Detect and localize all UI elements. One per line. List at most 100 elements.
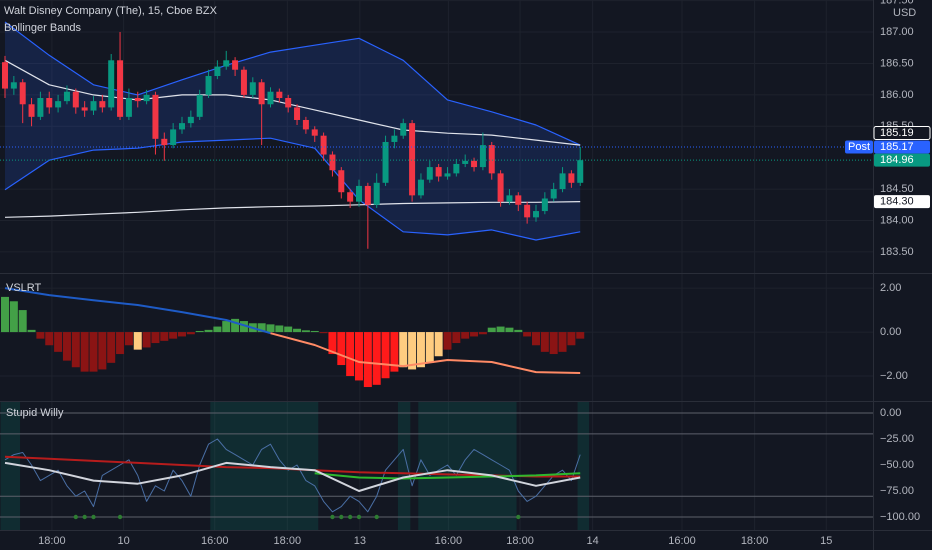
candle-body [19,82,26,105]
signal-zone [577,402,590,530]
indicator-line [314,472,581,480]
histogram-bar [133,332,142,350]
price-label-box [873,125,931,140]
histogram-bar [354,332,363,381]
histogram-bar [222,321,231,333]
histogram-bar [576,332,585,339]
indicator-line [270,332,581,374]
candle-body [205,76,212,95]
indicator-line [4,59,581,146]
signal-dot [374,514,379,520]
histogram-bar [301,330,310,333]
histogram-bar [558,332,567,352]
candle-body [81,107,88,111]
candle-body [524,204,531,218]
y-tick-label: −2.00 [880,370,908,382]
indicator-line [4,287,271,335]
candle-body [568,173,575,183]
histogram-bar [89,332,98,372]
candle-body [170,129,177,146]
candle-body [391,135,398,142]
x-tick-label: 18:00 [506,535,534,547]
candle-body [338,170,345,193]
candle-body [541,198,548,212]
histogram-bar [169,332,178,339]
histogram-bar [80,332,89,372]
price-label: 185.17 [880,141,914,153]
y-tick-label: −100.00 [880,511,920,523]
histogram-bar [18,310,27,333]
indicator-line [4,201,581,218]
histogram-bar [319,332,328,334]
plot-layer [0,0,873,530]
candle-body [311,129,318,136]
histogram-bar [381,332,390,379]
candle-body [532,211,539,218]
price-label-box [874,140,930,154]
candle-body [117,60,124,117]
signal-zone [418,402,517,530]
histogram-bar [408,332,417,370]
price-tag-box [845,140,873,154]
signal-zone [0,402,21,530]
histogram-bar [195,330,204,333]
signal-dot [73,514,78,520]
histogram-bar [310,330,319,333]
y-tick-label: 186.50 [880,57,914,69]
x-tick-label: 18:00 [38,535,66,547]
histogram-bar [567,332,576,346]
y-tick-label: 0.00 [880,407,901,419]
price-label: 185.19 [880,127,914,139]
histogram-bar [399,332,408,368]
indicator-line [4,21,581,146]
candle-body [187,116,194,124]
indicator-name: Bollinger Bands [4,22,82,34]
signal-dot [330,514,335,520]
candle-body [214,66,221,77]
candle-body [2,62,9,89]
x-tick-label: 13 [354,535,366,547]
candle-body [409,123,416,196]
candle-body [10,82,17,89]
candle-body [276,91,283,98]
price-label-box [874,195,930,209]
x-tick-label: 16:00 [201,535,229,547]
histogram-bar [204,329,213,333]
histogram-bar [461,332,470,339]
histogram-bar [549,332,558,355]
candle-body [134,97,141,102]
x-tick-label: 10 [117,535,129,547]
price-label: 184.96 [880,154,914,166]
histogram-bar [328,332,337,355]
histogram-bar [523,332,532,337]
signal-dot [339,514,344,520]
candle-body [72,91,79,108]
histogram-bar [496,326,505,333]
histogram-bar [213,326,222,333]
histogram-bar [160,332,169,341]
candle-body [249,82,256,95]
price-tag: Post [848,141,870,153]
candle-body [382,141,389,183]
x-tick-label: 14 [587,535,599,547]
candle-body [178,123,185,130]
candle-body [294,107,301,120]
y-tick-label: −50.00 [880,459,914,471]
candle-body [355,185,362,202]
histogram-bar [372,332,381,385]
histogram-bar [257,323,266,333]
histogram-bar [337,332,346,366]
histogram-bar [531,332,540,346]
histogram-bar [390,332,399,372]
histogram-bar [1,296,10,333]
candle-body [471,160,478,168]
band-fill [5,21,581,240]
histogram-bar [443,332,452,350]
candle-body [55,101,62,108]
histogram-bar [98,332,107,370]
histogram-bar [514,329,523,333]
candle-body [320,135,327,155]
candle-body [506,195,513,202]
histogram-bar [45,332,54,346]
